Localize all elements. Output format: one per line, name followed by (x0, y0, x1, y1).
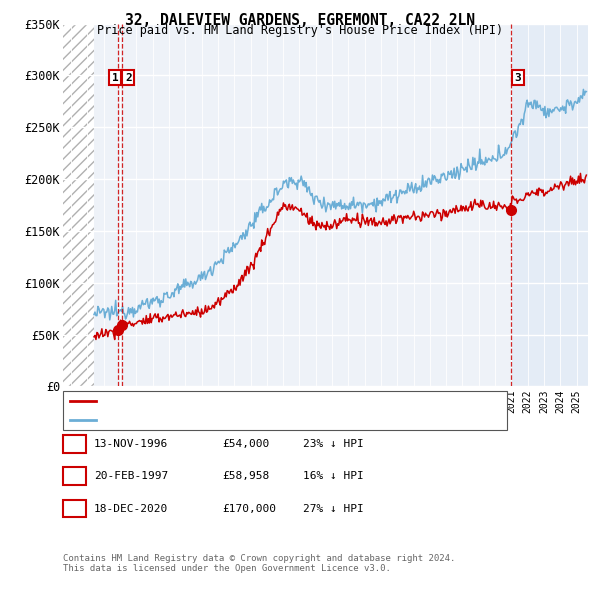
Text: Contains HM Land Registry data © Crown copyright and database right 2024.
This d: Contains HM Land Registry data © Crown c… (63, 554, 455, 573)
Text: 23% ↓ HPI: 23% ↓ HPI (303, 439, 364, 448)
Text: 3: 3 (515, 73, 521, 83)
Text: 3: 3 (71, 504, 78, 513)
Bar (511, 24, 588, 386)
Text: 27% ↓ HPI: 27% ↓ HPI (303, 504, 364, 513)
Text: 1: 1 (71, 439, 78, 448)
Text: 20-FEB-1997: 20-FEB-1997 (94, 471, 169, 481)
Text: 32, DALEVIEW GARDENS, EGREMONT, CA22 2LN (detached house): 32, DALEVIEW GARDENS, EGREMONT, CA22 2LN… (100, 396, 457, 407)
Text: 32, DALEVIEW GARDENS, EGREMONT, CA22 2LN: 32, DALEVIEW GARDENS, EGREMONT, CA22 2LN (125, 13, 475, 28)
Text: 18-DEC-2020: 18-DEC-2020 (94, 504, 169, 513)
Text: 1: 1 (112, 73, 119, 83)
Text: 2: 2 (125, 73, 132, 83)
Text: £170,000: £170,000 (222, 504, 276, 513)
Text: HPI: Average price, detached house, Cumberland: HPI: Average price, detached house, Cumb… (100, 415, 388, 425)
Text: Price paid vs. HM Land Registry's House Price Index (HPI): Price paid vs. HM Land Registry's House … (97, 24, 503, 37)
Text: 16% ↓ HPI: 16% ↓ HPI (303, 471, 364, 481)
Bar (63, 24, 94, 386)
Text: £58,958: £58,958 (222, 471, 269, 481)
Text: 13-NOV-1996: 13-NOV-1996 (94, 439, 169, 448)
Text: £54,000: £54,000 (222, 439, 269, 448)
Text: 2: 2 (71, 471, 78, 481)
